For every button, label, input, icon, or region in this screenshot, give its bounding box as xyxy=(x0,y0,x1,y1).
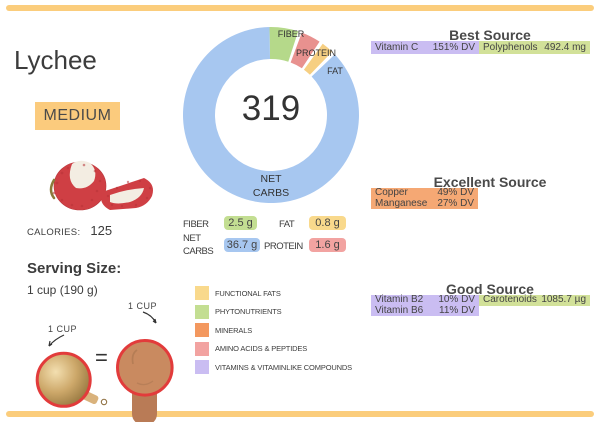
svg-text:319: 319 xyxy=(242,89,300,128)
svg-text:FAT: FAT xyxy=(327,66,343,76)
svg-text:NET: NET xyxy=(261,173,283,185)
svg-text:PROTEIN: PROTEIN xyxy=(296,48,336,58)
svg-text:CARBS: CARBS xyxy=(253,187,289,199)
svg-text:FIBER: FIBER xyxy=(278,29,305,39)
